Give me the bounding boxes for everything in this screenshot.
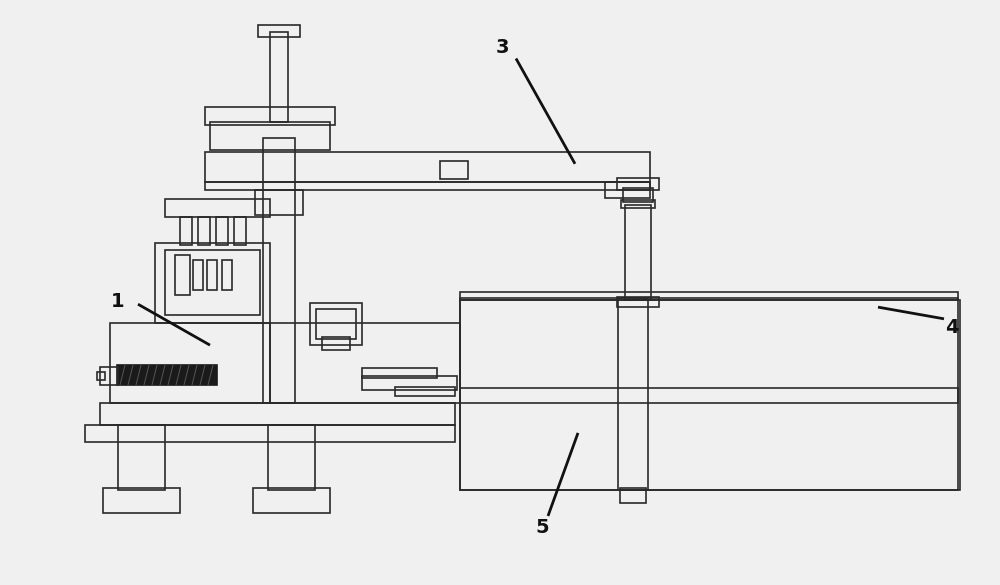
Bar (362, 376, 457, 390)
Bar (618, 298, 648, 490)
Bar (85, 425, 455, 442)
Text: 1: 1 (111, 292, 125, 311)
Bar (255, 190, 303, 215)
Bar (234, 217, 246, 245)
Bar (605, 182, 650, 198)
Bar (117, 365, 217, 385)
Bar (395, 387, 455, 396)
Bar (205, 182, 650, 190)
Bar (165, 199, 270, 217)
Bar (623, 188, 653, 202)
Bar (617, 297, 659, 307)
Bar (205, 152, 650, 182)
Bar (216, 217, 228, 245)
Bar (207, 260, 217, 290)
Bar (268, 425, 315, 490)
Bar (210, 122, 330, 150)
Text: 3: 3 (495, 39, 509, 57)
Text: 5: 5 (535, 518, 549, 537)
Bar (621, 200, 655, 208)
Bar (625, 205, 651, 300)
Bar (460, 298, 958, 490)
Bar (362, 368, 437, 378)
Bar (193, 260, 203, 290)
Bar (270, 323, 460, 403)
Bar (460, 300, 960, 490)
Bar (440, 161, 468, 179)
Bar (205, 107, 335, 125)
Bar (270, 32, 288, 122)
Bar (258, 25, 300, 37)
Bar (310, 303, 362, 345)
Bar (110, 323, 270, 403)
Text: 4: 4 (945, 318, 959, 337)
Bar (253, 488, 330, 513)
Bar (263, 138, 295, 403)
Bar (100, 367, 118, 385)
Bar (617, 178, 659, 190)
Bar (118, 425, 165, 490)
Bar (460, 388, 958, 403)
Bar (165, 250, 260, 315)
Bar (100, 403, 455, 425)
Bar (180, 217, 192, 245)
Bar (316, 309, 356, 339)
Bar (97, 372, 105, 380)
Bar (155, 243, 270, 323)
Bar (460, 292, 958, 300)
Bar (103, 488, 180, 513)
Bar (222, 260, 232, 290)
Bar (175, 255, 190, 295)
Bar (620, 488, 646, 503)
Bar (322, 337, 350, 350)
Bar (198, 217, 210, 245)
